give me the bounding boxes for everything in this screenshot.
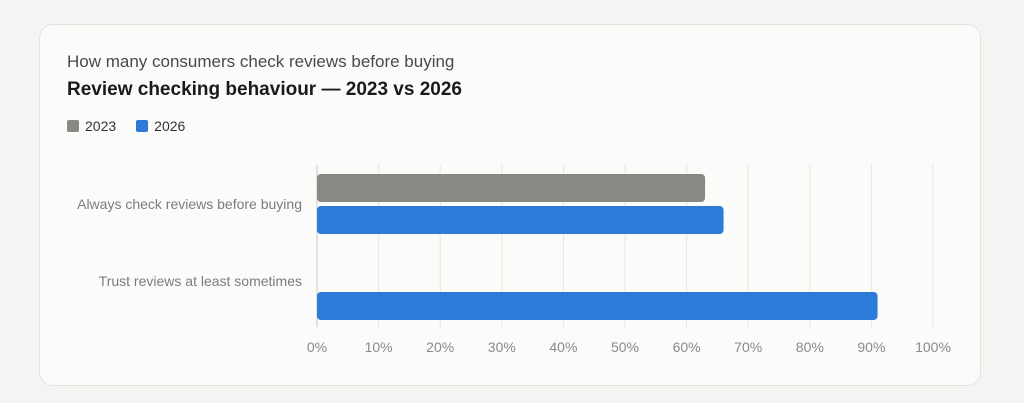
legend-item-2023: 2023 [67, 118, 116, 134]
legend-item-2026: 2026 [136, 118, 185, 134]
bar-2026 [317, 292, 878, 320]
chart-title: Review checking behaviour — 2023 vs 2026 [67, 79, 462, 100]
x-tick-label: 60% [673, 339, 701, 355]
x-tick-label: 30% [488, 339, 516, 355]
legend-label-2023: 2023 [85, 118, 117, 134]
chart-subtitle: How many consumers check reviews before … [67, 52, 455, 71]
x-tick-label: 70% [734, 339, 762, 355]
chart-legend: 2023 2026 [67, 118, 205, 134]
x-tick-label: 100% [915, 339, 951, 355]
bar-2023 [317, 174, 706, 202]
bar-2026 [317, 206, 724, 234]
legend-swatch-2023 [67, 120, 79, 132]
x-tick-label: 20% [426, 339, 454, 355]
chart-card: How many consumers check reviews before … [39, 24, 981, 386]
category-label: Always check reviews before buying [77, 196, 302, 212]
x-tick-label: 50% [611, 339, 639, 355]
x-tick-label: 40% [549, 339, 577, 355]
x-tick-label: 0% [307, 339, 327, 355]
legend-swatch-2026 [136, 120, 149, 132]
x-tick-label: 80% [796, 339, 824, 355]
category-label: Trust reviews at least sometimes [99, 273, 302, 289]
x-tick-label: 10% [365, 339, 393, 355]
x-tick-label: 90% [857, 339, 885, 355]
bar-chart: 0% 10% 20% 30% 40% 50% 60% 70% 80% 90% 100% Always … [77, 165, 951, 355]
legend-label-2026: 2026 [154, 118, 186, 134]
